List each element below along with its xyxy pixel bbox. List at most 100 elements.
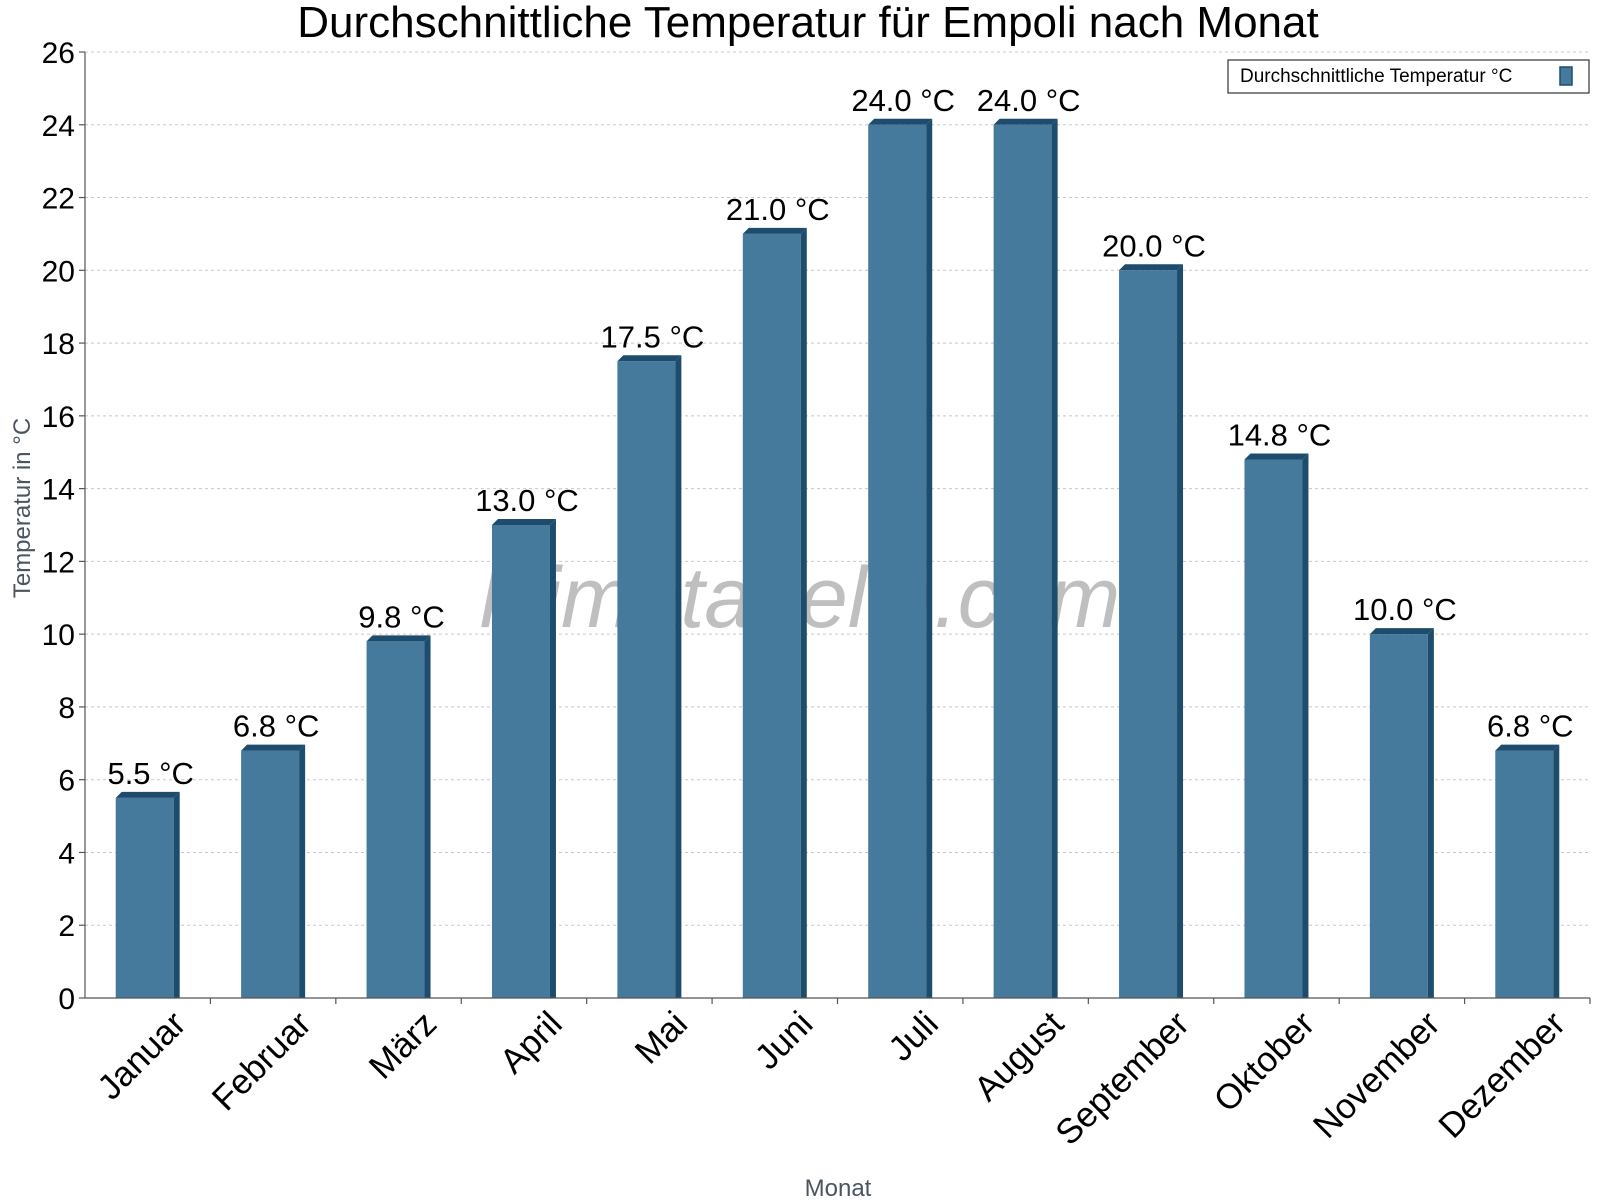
x-tick-label: Juli: [881, 1004, 946, 1069]
bar-mai: [617, 355, 682, 998]
bar-juni: [742, 227, 807, 998]
bar-top: [1244, 453, 1309, 460]
bar-face: [491, 525, 550, 998]
bar-november: [1369, 628, 1434, 998]
x-tick-label: August: [967, 1004, 1072, 1109]
bar-face: [742, 233, 801, 998]
data-label: 24.0 °C: [977, 83, 1081, 118]
x-tick-label: März: [362, 1004, 445, 1087]
bar-top: [868, 118, 933, 125]
x-tick-label: Juni: [747, 1004, 820, 1077]
bar-top: [491, 519, 556, 525]
bar-märz: [366, 635, 431, 998]
data-label: 21.0 °C: [726, 192, 830, 227]
y-tick-label: 24: [42, 110, 75, 143]
y-tick-label: 6: [58, 765, 75, 798]
bar-face: [1119, 270, 1178, 998]
x-tick-label: Januar: [90, 1004, 193, 1107]
x-tick-label: Dezember: [1431, 1004, 1573, 1146]
bar-juli: [868, 118, 933, 999]
data-labels: 5.5 °C 6.8 °C 9.8 °C 13.0 °C 17.5 °C 21.0 °C 2…: [107, 83, 1573, 791]
data-label: 13.0 °C: [475, 483, 579, 518]
y-tick-label: 20: [42, 255, 75, 288]
bar-top: [366, 635, 431, 642]
bar-januar: [115, 791, 180, 998]
bar-side: [299, 744, 306, 998]
bar-top: [115, 791, 180, 798]
y-tick-label: 16: [42, 401, 75, 434]
y-axis-title: Temperatur in °C: [9, 418, 36, 598]
bar-oktober: [1244, 453, 1309, 998]
y-tick-label: 18: [42, 328, 75, 361]
bar-side: [173, 791, 180, 998]
x-tick-label: September: [1048, 1004, 1197, 1153]
grid-lines: [85, 51, 1590, 926]
y-tick-label: 22: [42, 183, 75, 216]
bar-face: [617, 361, 676, 998]
bar-september: [1119, 264, 1184, 998]
bar-side: [1427, 628, 1434, 998]
data-label: 9.8 °C: [358, 599, 445, 634]
bar-side: [800, 227, 807, 998]
y-tick-label: 0: [58, 983, 75, 1016]
bar-april: [491, 519, 556, 998]
x-tick-label: November: [1306, 1004, 1448, 1146]
data-label: 17.5 °C: [601, 319, 705, 354]
bar-top: [1369, 628, 1434, 635]
y-tick-label: 2: [58, 910, 75, 943]
bar-top: [993, 118, 1058, 125]
x-tick-label: April: [493, 1004, 570, 1081]
data-label: 24.0 °C: [851, 83, 955, 118]
bar-top: [617, 355, 682, 362]
bar-side: [1177, 264, 1184, 998]
x-tick-label: Februar: [205, 1004, 319, 1118]
y-tick-label: 4: [58, 837, 75, 870]
x-tick-label: Oktober: [1207, 1004, 1323, 1120]
legend-box: [1227, 59, 1590, 94]
data-label: 10.0 °C: [1353, 592, 1457, 627]
chart-title: Durchschnittliche Temperatur für Empoli …: [297, 0, 1318, 47]
bar-top: [1119, 264, 1184, 271]
legend-label: Durchschnittliche Temperatur °C: [1240, 66, 1512, 87]
y-tick-label: 14: [42, 474, 75, 507]
y-tick-label: 10: [42, 619, 75, 652]
x-tick-labels: Januar Februar März April Mai Juni Juli AugustS…: [90, 1004, 1573, 1153]
bar-top: [742, 227, 807, 234]
bar-side: [1553, 744, 1560, 998]
data-label: 14.8 °C: [1228, 418, 1332, 453]
bar-face: [366, 641, 425, 998]
x-tick-label: Mai: [628, 1004, 695, 1071]
bar-top: [1495, 744, 1560, 751]
bar-side: [549, 519, 556, 998]
legend: Durchschnittliche Temperatur °C: [1227, 59, 1590, 94]
bar-face: [241, 750, 300, 998]
data-label: 5.5 °C: [107, 756, 194, 791]
bar-side: [926, 118, 933, 999]
bar-side: [675, 355, 682, 998]
data-label: 6.8 °C: [233, 709, 320, 744]
bar-side: [424, 635, 431, 998]
axes: [79, 51, 1591, 1004]
y-tick-label: 26: [42, 37, 75, 70]
legend-swatch: [1559, 66, 1573, 86]
bar-side: [1302, 453, 1309, 998]
x-axis-title: Monat: [805, 1175, 872, 1200]
bar-dezember: [1495, 744, 1560, 998]
bar-august: [993, 118, 1058, 999]
bar-face: [868, 124, 927, 999]
bar-face: [1244, 459, 1303, 998]
bar-face: [993, 124, 1052, 999]
data-label: 20.0 °C: [1102, 228, 1206, 263]
y-tick-label: 8: [58, 692, 75, 725]
bar-face: [1369, 634, 1428, 998]
bar-side: [1051, 118, 1058, 999]
bar-face: [1495, 750, 1554, 998]
bar-februar: [241, 744, 306, 998]
bar-top: [241, 744, 306, 751]
y-tick-label: 12: [42, 546, 75, 579]
bars: [115, 118, 1560, 999]
data-label: 6.8 °C: [1487, 709, 1574, 744]
bar-face: [115, 797, 174, 998]
